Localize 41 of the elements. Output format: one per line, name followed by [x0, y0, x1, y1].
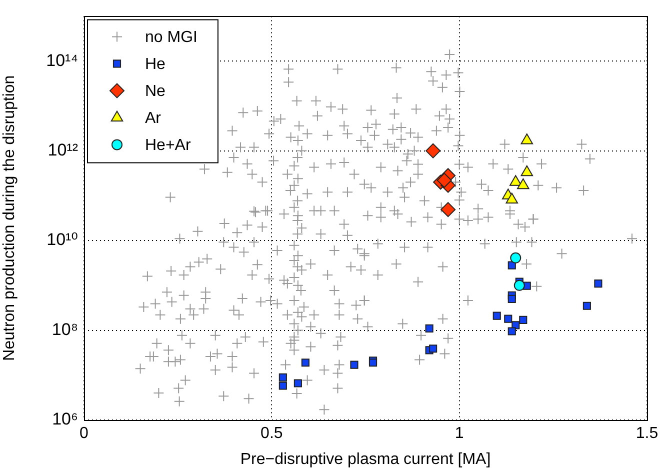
- y-tick-label: 10⁸: [52, 320, 78, 339]
- point: [425, 324, 434, 332]
- x-tick-label: 1: [454, 425, 464, 442]
- legend-label: Ne: [145, 83, 166, 100]
- y-tick-label: 10¹⁴: [46, 50, 78, 70]
- y-tick-label: 10¹⁰: [46, 230, 78, 250]
- x-tick-label: 0.5: [260, 425, 283, 442]
- point: [301, 358, 310, 367]
- x-tick-label: 1.5: [636, 425, 658, 442]
- legend-label: Ar: [145, 110, 162, 128]
- point: [429, 344, 438, 353]
- point: [508, 261, 516, 270]
- legend-label: no MGI: [145, 29, 198, 46]
- point: [594, 280, 602, 288]
- point: [520, 133, 534, 144]
- point: [517, 178, 530, 190]
- point: [582, 302, 591, 310]
- point: [519, 316, 528, 324]
- point: [508, 294, 516, 303]
- point: [294, 379, 302, 388]
- legend-label: He+Ar: [145, 137, 192, 154]
- point: [520, 165, 534, 176]
- point: [278, 373, 287, 382]
- y-tick-label: 10¹²: [48, 140, 78, 160]
- point: [504, 314, 512, 323]
- point: [506, 192, 518, 204]
- point: [514, 280, 525, 291]
- point: [436, 172, 452, 188]
- point: [510, 252, 522, 264]
- legend-label: He: [145, 56, 166, 74]
- point: [350, 360, 358, 369]
- point: [426, 143, 441, 158]
- point: [440, 202, 456, 218]
- x-tick-label: 0: [80, 425, 89, 442]
- x-axis-title: Pre−disruptive plasma current [MA]: [240, 450, 491, 468]
- y-axis-title: Neutron production during the disruption: [1, 75, 18, 361]
- point: [278, 382, 287, 390]
- point: [492, 312, 501, 320]
- point: [510, 175, 522, 186]
- y-tick-label: 10⁶: [52, 410, 78, 429]
- point: [508, 327, 516, 336]
